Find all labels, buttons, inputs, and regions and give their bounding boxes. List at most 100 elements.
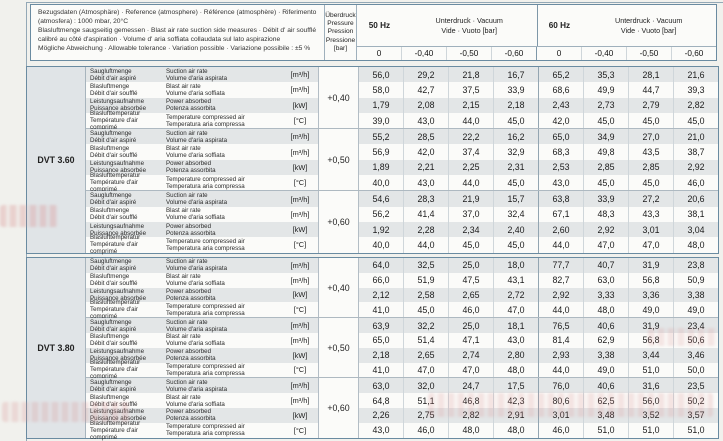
- data-cell: 62,5: [583, 393, 628, 408]
- data-cell: 40,6: [583, 318, 628, 333]
- data-cell: 44,0: [538, 237, 583, 253]
- data-cell: 56,0: [372, 69, 390, 80]
- row-label-fr: Température d'air comprimé: [90, 366, 138, 381]
- data-cell: 18,0: [493, 258, 538, 273]
- data-cell: 34,9: [583, 129, 628, 145]
- data-cell: 15,7: [493, 191, 538, 207]
- data-cell: 45,0: [583, 175, 628, 191]
- data-row: 56,0 29,2 21,8 16,7 65,2 35,3 28,1 21,6: [359, 67, 718, 83]
- data-cell: 42,3: [493, 393, 538, 408]
- row-label-fr: Puissance absorbée: [90, 167, 147, 175]
- data-columns: 55,2 28,5 22,2 16,2 65,0 34,9 27,0 21,0 56,9 42,0…: [359, 129, 718, 191]
- spec-labels-column: Saugluftmenge Débit d'air aspiré Suction a…: [86, 258, 318, 320]
- data-cell: 2,21: [403, 159, 448, 176]
- row-label-en: Power absorbed: [166, 287, 212, 295]
- row-label-it: Temperatura aria compressa: [166, 309, 245, 317]
- data-cell: 16,7: [493, 67, 538, 83]
- data-cell: 49,8: [583, 144, 628, 160]
- data-cell: 63,0: [583, 272, 628, 288]
- spec-row-labels: Saugluftmenge Débit d'air aspiré Suction a…: [86, 191, 318, 207]
- data-cell: 28,5: [403, 129, 448, 145]
- data-row: 41,0 45,0 46,0 47,0 44,0 48,0 49,0 49,0: [359, 302, 718, 318]
- data-cell: 68,3: [538, 144, 583, 160]
- data-row: 2,26 2,75 2,82 2,91 3,01 3,48 3,52 3,57: [359, 407, 718, 423]
- data-cell: 3,38: [583, 347, 628, 363]
- row-label-de: Leistungsaufnahme: [90, 348, 145, 356]
- row-label-de-fr: Blasluftmenge Débit d'air soufflé: [86, 273, 166, 287]
- row-label-en-it: Blast air rate Volume d'aria soffiata: [166, 333, 282, 347]
- data-row: 63,9 32,2 25,0 18,1 76,5 40,6 31,9 23,4: [359, 318, 718, 333]
- spec-row-labels: Blaslufttemperatur Température d'air comp…: [86, 110, 318, 131]
- spec-labels-column: Saugluftmenge Débit d'air aspiré Suction a…: [86, 67, 318, 131]
- pressure-value: +0,50: [318, 129, 359, 191]
- row-label-fr: Débit d'air aspiré: [90, 136, 137, 144]
- row-label-de: Saugluftmenge: [90, 318, 132, 326]
- row-label-en-it: Suction air rate Volume d'aria aspirata: [166, 68, 282, 82]
- data-cell: 43,1: [493, 272, 538, 288]
- data-cell: 32,2: [403, 318, 448, 333]
- data-cell: 21,0: [673, 129, 718, 145]
- pressure-blocks: Saugluftmenge Débit d'air aspiré Suction a…: [86, 258, 718, 441]
- data-cell: 46,0: [403, 422, 448, 438]
- row-label-en-it: Suction air rate Volume d'aria aspirata: [166, 319, 282, 333]
- row-label-en: Suction air rate: [166, 378, 208, 386]
- pressure-header-de: Überdruck: [325, 11, 356, 19]
- row-label-fr: Débit d'air soufflé: [90, 152, 138, 160]
- spec-row-labels: Blaslufttemperatur Température d'air comp…: [86, 172, 318, 193]
- data-cell: 2,65: [403, 347, 448, 363]
- data-cell: 63,8: [538, 191, 583, 207]
- data-cell: 65,2: [538, 67, 583, 83]
- row-label-it: Temperatura aria compressa: [166, 430, 245, 438]
- data-row: 1,92 2,28 2,34 2,40 2,60 2,92 3,01 3,04: [359, 221, 718, 238]
- vacuum-header-50hz: Unterdruck · Vacuum Vide · Vuoto [bar]: [402, 5, 537, 46]
- data-cell: 42,0: [403, 144, 448, 160]
- data-cell: 56,2: [372, 209, 390, 220]
- row-label-en: Power absorbed: [166, 160, 212, 168]
- data-cell: 50,2: [673, 393, 718, 408]
- row-label-en: Temperature compressed air: [166, 362, 245, 370]
- row-label-en: Blast air rate: [166, 333, 201, 341]
- data-cell: 2,65: [448, 287, 493, 303]
- spec-row-labels: Leistungsaufnahme Puissance absorbée Power…: [86, 347, 318, 363]
- reference-note: Bezugsdaten (Atmosphäre) · Reference (at…: [31, 5, 325, 60]
- row-label-en-it: Temperature compressed air Temperatura ar…: [166, 303, 282, 317]
- spec-row-labels: Leistungsaufnahme Puissance absorbée Power…: [86, 159, 318, 176]
- row-label-fr: Débit d'air aspiré: [90, 325, 137, 333]
- data-cell: 21,6: [673, 67, 718, 83]
- data-cell: 47,1: [448, 332, 493, 348]
- data-cell: 48,0: [493, 362, 538, 378]
- row-label-en-it: Suction air rate Volume d'aria aspirata: [166, 379, 282, 393]
- data-cell: 38,1: [673, 206, 718, 222]
- row-label-de: Blaslufttemperatur: [90, 299, 141, 307]
- pressure-value: +0,40: [318, 258, 359, 318]
- row-label-fr: Débit d'air aspiré: [90, 199, 137, 207]
- pressure-header-fr: Pression: [327, 28, 354, 36]
- data-cell: 23,4: [673, 318, 718, 333]
- frequency-header-area: 50 Hz Unterdruck · Vacuum Vide · Vuoto […: [357, 5, 716, 60]
- data-cell: 51,9: [403, 272, 448, 288]
- data-cell: 41,4: [403, 206, 448, 222]
- row-label-de-fr: Blaslufttemperatur Température d'air comp…: [86, 299, 166, 320]
- row-unit: [kW]: [292, 410, 308, 420]
- data-cell: 31,9: [628, 258, 673, 273]
- data-cell: 40,0: [372, 177, 390, 188]
- row-label-de: Saugluftmenge: [90, 378, 132, 386]
- row-label-en-it: Blast air rate Volume d'aria soffiata: [166, 273, 282, 287]
- vacuum-subcol-header: 0: [376, 49, 382, 58]
- data-cell: 2,82: [448, 407, 493, 423]
- data-cell: 82,7: [538, 272, 583, 288]
- row-unit: [°C]: [293, 425, 307, 435]
- row-label-de-fr: Blaslufttemperatur Température d'air comp…: [86, 359, 166, 380]
- row-unit: [kW]: [292, 290, 308, 300]
- data-cell: 64,8: [372, 395, 390, 406]
- data-cell: 2,75: [403, 407, 448, 423]
- data-cell: 2,74: [448, 347, 493, 363]
- row-label-en: Blast air rate: [166, 393, 201, 401]
- row-unit: [m³/h]: [290, 132, 310, 142]
- row-label-en-it: Power absorbed Potenza assorbita: [166, 223, 282, 237]
- data-cell: 27,0: [628, 129, 673, 145]
- row-label-de-fr: Blaslufttemperatur Température d'air comp…: [86, 234, 166, 255]
- spec-row-labels: Blasluftmenge Débit d'air soufflé Blast ai…: [86, 273, 318, 288]
- row-label-en: Suction air rate: [166, 129, 208, 137]
- data-cell: 56,8: [628, 272, 673, 288]
